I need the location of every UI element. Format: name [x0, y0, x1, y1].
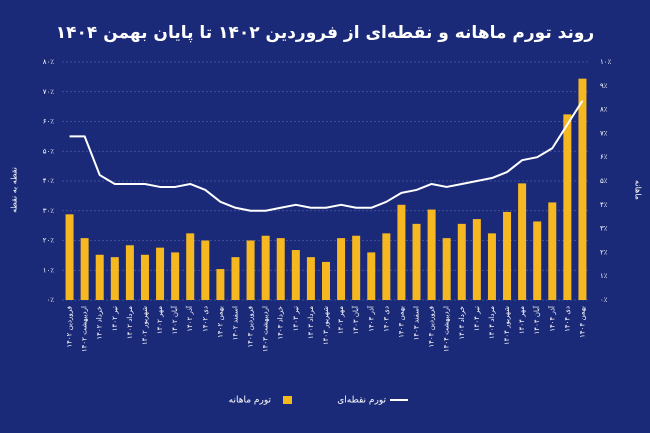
y2-tick-label: ۸٪ — [600, 106, 608, 114]
x-tick-label: فروردین ۱۴۰۲ — [66, 306, 74, 348]
bar — [156, 247, 165, 300]
bar — [533, 221, 542, 300]
bar — [487, 233, 496, 300]
legend-swatch — [283, 396, 292, 404]
x-tick-label: دی ۱۴۰۴ — [563, 306, 571, 332]
y2-tick-label: ۱٪ — [600, 272, 608, 280]
y-tick-label: ۰٪ — [46, 296, 54, 304]
x-tick-label: تیر ۱۴۰۴ — [473, 306, 481, 331]
bar — [80, 238, 89, 300]
x-tick-label: آذر ۱۴۰۴ — [547, 305, 556, 332]
line — [69, 100, 584, 212]
y2-tick-label: ۰٪ — [600, 296, 608, 304]
y2-tick-label: ۹٪ — [600, 82, 608, 90]
x-tick-label: بهمن ۱۴۰۴ — [578, 306, 586, 338]
y2-tick-label: ۱۰٪ — [600, 58, 612, 66]
y2-tick-label: ۳٪ — [600, 225, 608, 233]
x-tick-label: آبان ۱۴۰۲ — [170, 305, 179, 334]
y2-tick-label: ۵٪ — [600, 177, 608, 185]
x-tick-label: مهر ۱۴۰۳ — [337, 306, 345, 334]
x-tick-label: بهمن ۱۴۰۲ — [216, 306, 224, 338]
x-tick-label: آذر ۱۴۰۲ — [185, 305, 194, 332]
x-tick-label: آبان ۱۴۰۴ — [532, 305, 541, 334]
x-tick-label: شهریور ۱۴۰۴ — [503, 306, 511, 345]
x-tick-label: خرداد ۱۴۰۲ — [96, 306, 104, 340]
bar — [216, 269, 225, 300]
x-tick-label: مرداد ۱۴۰۳ — [307, 306, 315, 339]
x-tick-label: تیر ۱۴۰۳ — [292, 306, 300, 331]
y2-axis-title: ماهانه — [634, 180, 643, 200]
x-tick-label: آذر ۱۴۰۳ — [366, 305, 375, 332]
x-tick-label: خرداد ۱۴۰۴ — [458, 306, 466, 340]
x-tick-label: خرداد ۱۴۰۳ — [277, 306, 285, 340]
x-tick-label: اسفند ۱۴۰۲ — [231, 306, 239, 340]
bar — [125, 245, 134, 300]
x-tick-label: دی ۱۴۰۳ — [382, 306, 390, 332]
bar — [578, 78, 587, 300]
x-tick-label: مهر ۱۴۰۲ — [156, 306, 164, 334]
x-tick-label: مرداد ۱۴۰۲ — [126, 306, 134, 339]
y-tick-label: ۶۰٪ — [43, 118, 55, 126]
bar — [427, 209, 436, 300]
y2-tick-label: ۶٪ — [600, 153, 608, 161]
bar — [563, 114, 572, 300]
y-tick-label: ۳۰٪ — [43, 207, 55, 215]
x-tick-label: آبان ۱۴۰۳ — [351, 305, 360, 334]
chart-title: روند تورم ماهانه و نقطه‌ای از فروردین ۱۴… — [56, 23, 594, 43]
x-tick-label: اردیبهشت ۱۴۰۴ — [443, 306, 451, 352]
bar — [306, 257, 315, 300]
y-tick-label: ۱۰٪ — [43, 266, 55, 274]
bar — [518, 183, 527, 300]
y-tick-label: ۵۰٪ — [43, 147, 55, 155]
bar — [548, 202, 557, 300]
x-tick-label: شهریور ۱۴۰۲ — [141, 306, 149, 345]
bar — [261, 235, 270, 300]
bar — [110, 257, 119, 300]
bar — [276, 238, 285, 300]
bar — [231, 257, 240, 300]
bar — [246, 240, 255, 300]
bar — [171, 252, 180, 300]
x-tick-label: فروردین ۱۴۰۴ — [428, 306, 436, 348]
x-tick-label: مهر ۱۴۰۴ — [518, 306, 526, 334]
y2-tick-label: ۴٪ — [600, 201, 608, 209]
bar — [186, 233, 195, 300]
y-tick-label: ۲۰٪ — [43, 237, 55, 245]
legend-label: تورم ماهانه — [229, 396, 272, 406]
bar — [352, 235, 361, 300]
bar — [442, 238, 451, 300]
bar — [95, 254, 104, 300]
bar — [201, 240, 210, 300]
y-axis-title: نقطه به نقطه — [10, 167, 19, 213]
x-tick-label: تیر ۱۴۰۲ — [111, 306, 119, 331]
x-tick-label: اردیبهشت ۱۴۰۳ — [262, 306, 270, 352]
x-tick-label: اسفند ۱۴۰۳ — [413, 306, 421, 340]
x-tick-label: دی ۱۴۰۲ — [201, 306, 209, 332]
bar — [367, 252, 376, 300]
bar — [322, 261, 330, 300]
y-tick-label: ۷۰٪ — [43, 88, 55, 96]
bar — [65, 214, 74, 300]
y2-tick-label: ۲٪ — [600, 248, 608, 256]
bar — [503, 211, 512, 300]
bar — [140, 254, 149, 300]
bar — [397, 204, 406, 300]
x-tick-label: اردیبهشت ۱۴۰۲ — [81, 306, 89, 352]
y-tick-label: ۸۰٪ — [43, 58, 55, 66]
bar — [337, 238, 346, 300]
y-tick-label: ۴۰٪ — [43, 177, 55, 185]
bar — [382, 233, 391, 300]
y2-tick-label: ۷٪ — [600, 129, 608, 137]
x-tick-label: بهمن ۱۴۰۳ — [397, 306, 405, 338]
x-tick-label: فروردین ۱۴۰۳ — [247, 306, 255, 348]
bar — [291, 250, 300, 300]
x-tick-label: مرداد ۱۴۰۴ — [488, 306, 496, 339]
bar — [412, 223, 421, 300]
bar — [472, 219, 481, 300]
legend-label: تورم نقطه‌ای — [337, 396, 386, 406]
bar — [457, 223, 466, 300]
x-tick-label: شهریور ۱۴۰۳ — [322, 306, 330, 345]
